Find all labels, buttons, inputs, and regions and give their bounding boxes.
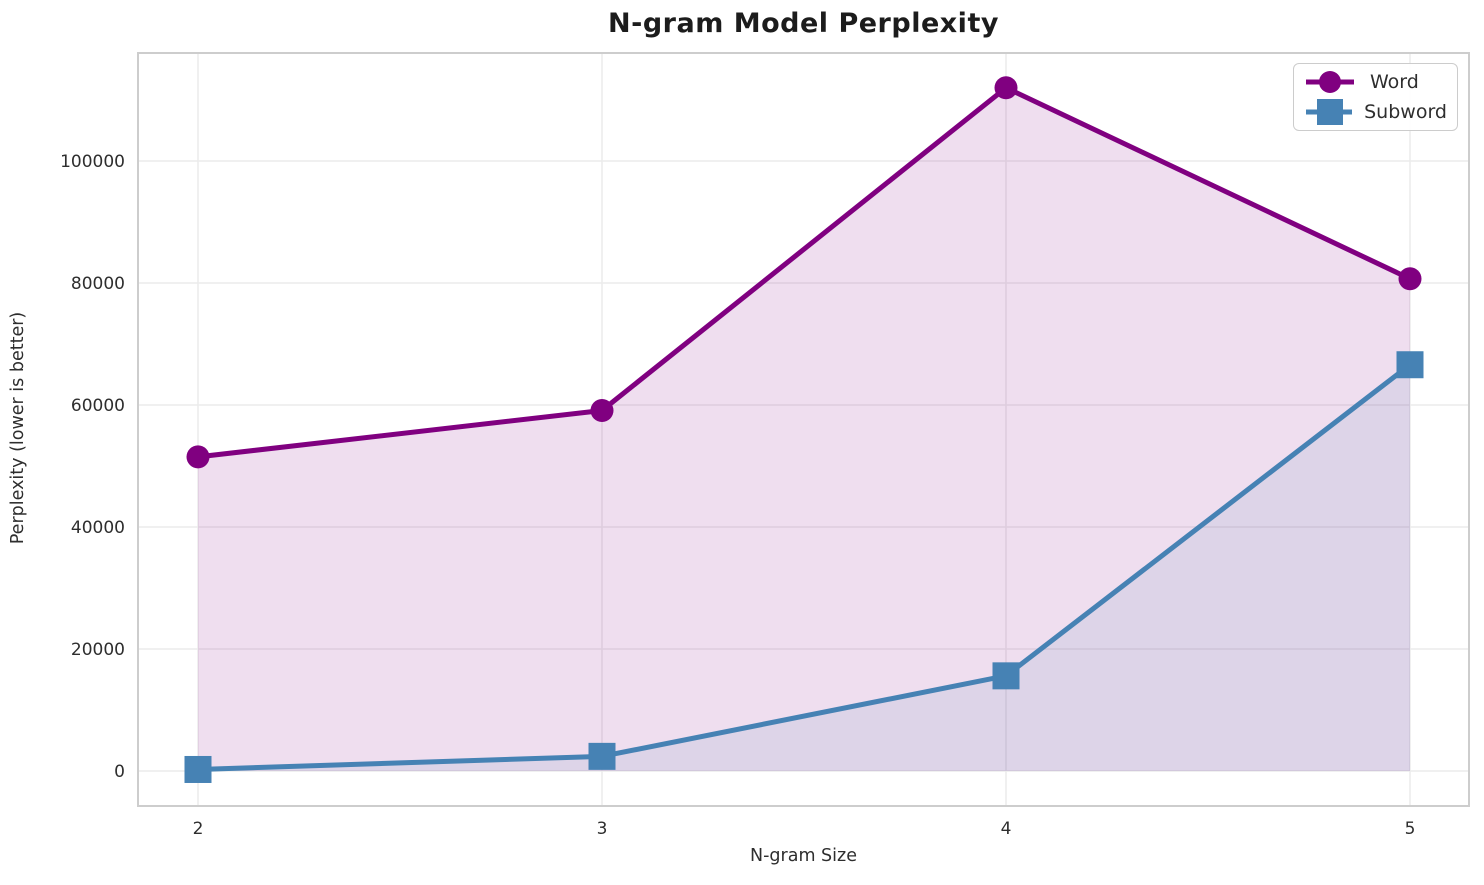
legend: Word Subword: [1293, 63, 1458, 131]
series-line-subword: [195, 362, 1413, 772]
marker-word-5: [1398, 267, 1422, 291]
x-tick-label: 2: [193, 819, 204, 839]
marker-word-4: [994, 76, 1018, 100]
y-tick-label: 20000: [71, 640, 125, 660]
plot-spines: [137, 52, 1470, 807]
x-axis-label: N-gram Size: [750, 846, 857, 866]
marker-word-2: [186, 445, 210, 469]
marker-subword-3: [588, 742, 616, 770]
x-tick-label: 3: [597, 819, 608, 839]
y-axis-label: Perplexity (lower is better): [8, 311, 28, 545]
y-tick-label: 0: [114, 762, 125, 782]
chart-title: N-gram Model Perplexity: [608, 8, 999, 39]
legend-item-subword: Subword: [1304, 98, 1447, 126]
marker-subword-5: [1396, 351, 1424, 379]
marker-word-3: [590, 398, 614, 422]
y-tick-label: 100000: [60, 152, 125, 172]
subword-line-square-marker-icon: [1306, 99, 1353, 125]
marker-subword-4: [992, 662, 1020, 690]
legend-label-subword: Subword: [1364, 100, 1447, 123]
y-tick-label: 60000: [71, 396, 125, 416]
x-tick-label: 5: [1405, 819, 1416, 839]
legend-label-word: Word: [1370, 70, 1419, 93]
x-tick-label: 4: [1001, 819, 1012, 839]
area-fill-subword: [198, 364, 1410, 771]
y-tick-label: 40000: [71, 518, 125, 538]
y-tick-label: 80000: [71, 274, 125, 294]
series-line-word: [195, 85, 1413, 460]
word-line-circle-marker-icon: [1306, 71, 1354, 93]
marker-subword-2: [184, 755, 212, 783]
legend-item-word: Word: [1304, 68, 1447, 96]
